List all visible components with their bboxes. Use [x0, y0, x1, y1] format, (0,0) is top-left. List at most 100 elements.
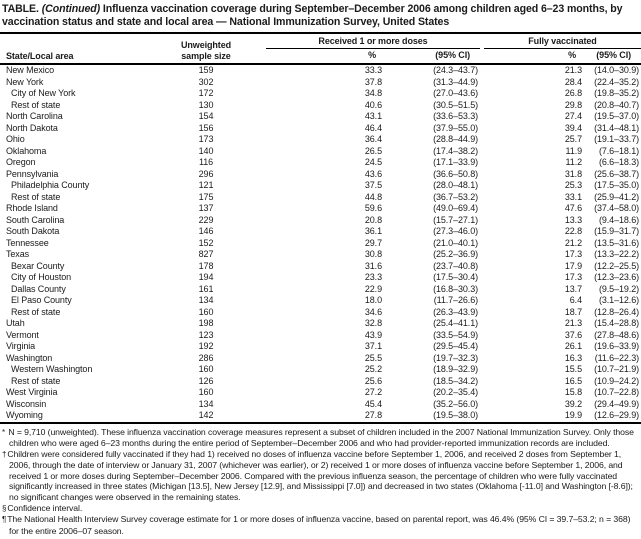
table-row: Vermont 123 43.9 (33.5–54.9) 37.6 (27.8–…	[0, 330, 641, 342]
table-row: Oklahoma 140 26.5 (17.4–38.2) 11.9 (7.6–…	[0, 146, 641, 158]
percent-fully-cell: 21.2	[564, 237, 582, 248]
ci-fully-cell: (37.4–58.0)	[594, 203, 639, 213]
ci-received-cell: (29.5–45.4)	[433, 341, 478, 351]
percent-fully-cell: 33.1	[564, 191, 582, 202]
sample-size-cell: 192	[198, 341, 214, 351]
footnote-symbol: †	[2, 449, 7, 459]
table-row: Tennessee 152 29.7 (21.0–40.1) 21.2 (13.…	[0, 238, 641, 250]
table-row: El Paso County 134 18.0 (11.7–26.6) 6.4 …	[0, 295, 641, 307]
percent-received-cell: 32.8	[364, 318, 382, 328]
percent-fully-cell: 15.8	[564, 387, 582, 397]
sample-size-cell: 146	[198, 226, 214, 236]
ci-received-cell: (28.8–44.9)	[433, 134, 478, 144]
table-row: Bexar County 178 31.6 (23.7–40.8) 17.9 (…	[0, 261, 641, 273]
ci-received-cell: (17.1–33.9)	[433, 157, 478, 167]
percent-fully-cell: 16.3	[564, 352, 582, 363]
state-area-cell: City of Houston	[11, 272, 72, 282]
sample-size-cell: 173	[198, 134, 214, 144]
sample-size-cell: 229	[198, 214, 214, 225]
table-row: New York 302 37.8 (31.3–44.9) 28.4 (22.4…	[0, 77, 641, 89]
ci-received-cell: (18.9–32.9)	[433, 364, 478, 374]
table-row: City of Houston 194 23.3 (17.5–30.4) 17.…	[0, 272, 641, 284]
state-area-cell: Rest of state	[11, 306, 61, 317]
sample-size-cell: 156	[198, 122, 214, 133]
table-row: Rest of state 160 34.6 (26.3–43.9) 18.7 …	[0, 307, 641, 319]
footnote-symbol: *	[2, 427, 6, 437]
state-area-cell: Oregon	[6, 157, 36, 167]
footnote-text: Children were considered fully vaccinate…	[7, 448, 633, 503]
percent-received-cell: 18.0	[364, 295, 382, 305]
percent-received-cell: 59.6	[364, 203, 382, 213]
percent-fully-cell: 39.4	[564, 122, 582, 133]
sample-size-cell: 178	[198, 260, 214, 271]
percent-received-cell: 25.6	[364, 375, 382, 386]
table-row: Virginia 192 37.1 (29.5–45.4) 26.1 (19.6…	[0, 341, 641, 353]
sample-size-cell: 130	[198, 99, 214, 110]
ci-fully-cell: (12.6–29.9)	[594, 410, 639, 420]
sample-size-cell: 123	[198, 329, 214, 340]
percent-received-cell: 20.8	[364, 214, 382, 225]
percent-received-cell: 45.4	[364, 398, 382, 409]
footnote-text: N = 9,710 (unweighted). These influenza …	[6, 426, 634, 449]
percent-received-cell: 46.4	[364, 122, 382, 133]
sample-size-cell: 134	[198, 398, 214, 409]
table-body: New Mexico 159 33.3 (24.3–43.7) 21.3 (14…	[0, 64, 641, 423]
state-area-cell: Pennsylvania	[6, 168, 59, 179]
footnotes: * N = 9,710 (unweighted). These influenz…	[0, 424, 641, 537]
state-area-cell: Washington	[6, 352, 53, 363]
percent-received-cell: 31.6	[364, 260, 382, 271]
table-row: Utah 198 32.8 (25.4–41.1) 21.3 (15.4–28.…	[0, 318, 641, 330]
state-area-cell: Wyoming	[6, 410, 43, 420]
percent-received-cell: 43.6	[364, 168, 382, 179]
percent-received-cell: 25.5	[364, 352, 382, 363]
sample-size-cell: 116	[198, 157, 214, 167]
sample-size-cell: 160	[198, 364, 214, 374]
ci-fully-cell: (13.3–22.2)	[594, 249, 639, 259]
state-area-cell: Texas	[6, 249, 30, 259]
percent-received-cell: 33.3	[364, 65, 382, 75]
ci-fully-cell: (3.1–12.6)	[598, 295, 639, 305]
ci-received-cell: (33.5–54.9)	[433, 329, 478, 340]
ci-fully-cell: (13.5–31.6)	[594, 237, 639, 248]
ci-received-cell: (30.5–51.5)	[433, 99, 478, 110]
ci-fully-cell: (19.6–33.9)	[594, 341, 639, 351]
ci-received-cell: (26.3–43.9)	[433, 306, 478, 317]
ci-fully-cell: (10.9–24.2)	[594, 375, 639, 386]
ci-received-cell: (19.5–38.0)	[433, 410, 478, 420]
table-row: North Carolina 154 43.1 (33.6–53.3) 27.4…	[0, 111, 641, 123]
state-area-cell: Tennessee	[6, 237, 49, 248]
sample-size-cell: 161	[198, 283, 214, 294]
percent-fully-cell: 29.8	[564, 99, 582, 110]
col-header-sample-line2: sample size	[181, 50, 231, 61]
sample-size-cell: 142	[198, 410, 214, 420]
sample-size-cell: 134	[198, 295, 214, 305]
table-row: Rhode Island 137 59.6 (49.0–69.4) 47.6 (…	[0, 203, 641, 215]
ci-received-cell: (49.0–69.4)	[433, 203, 478, 213]
percent-received-cell: 26.5	[364, 145, 382, 156]
ci-received-cell: (35.2–56.0)	[433, 398, 478, 409]
sample-size-cell: 296	[198, 168, 214, 179]
ci-received-cell: (24.3–43.7)	[433, 65, 478, 75]
state-area-cell: West Virginia	[6, 387, 58, 397]
table-row: Ohio 173 36.4 (28.8–44.9) 25.7 (19.1–33.…	[0, 134, 641, 146]
ci-fully-cell: (15.4–28.8)	[594, 318, 639, 328]
percent-received-cell: 43.1	[364, 111, 382, 121]
ci-fully-cell: (27.8–48.6)	[594, 329, 639, 340]
ci-fully-cell: (25.6–38.7)	[594, 168, 639, 179]
percent-received-cell: 36.4	[364, 134, 382, 144]
state-area-cell: Ohio	[6, 134, 25, 144]
percent-received-cell: 24.5	[364, 157, 382, 167]
ci-received-cell: (25.2–36.9)	[433, 249, 478, 259]
percent-fully-cell: 21.3	[564, 65, 582, 75]
percent-received-cell: 40.6	[364, 99, 382, 110]
table-row: New Mexico 159 33.3 (24.3–43.7) 21.3 (14…	[0, 64, 641, 77]
table-row: Wyoming 142 27.8 (19.5–38.0) 19.9 (12.6–…	[0, 410, 641, 423]
col-header-ci-fully: (95% CI)	[596, 50, 631, 60]
percent-received-cell: 34.6	[364, 306, 382, 317]
state-area-cell: Rest of state	[11, 375, 61, 386]
state-area-cell: Bexar County	[11, 260, 65, 271]
sample-size-cell: 172	[198, 88, 214, 98]
table-row: Oregon 116 24.5 (17.1–33.9) 11.2 (6.6–18…	[0, 157, 641, 169]
vaccination-coverage-table: State/Local area Unweighted sample size R…	[0, 32, 641, 424]
footnote-symbol: §	[2, 503, 7, 513]
